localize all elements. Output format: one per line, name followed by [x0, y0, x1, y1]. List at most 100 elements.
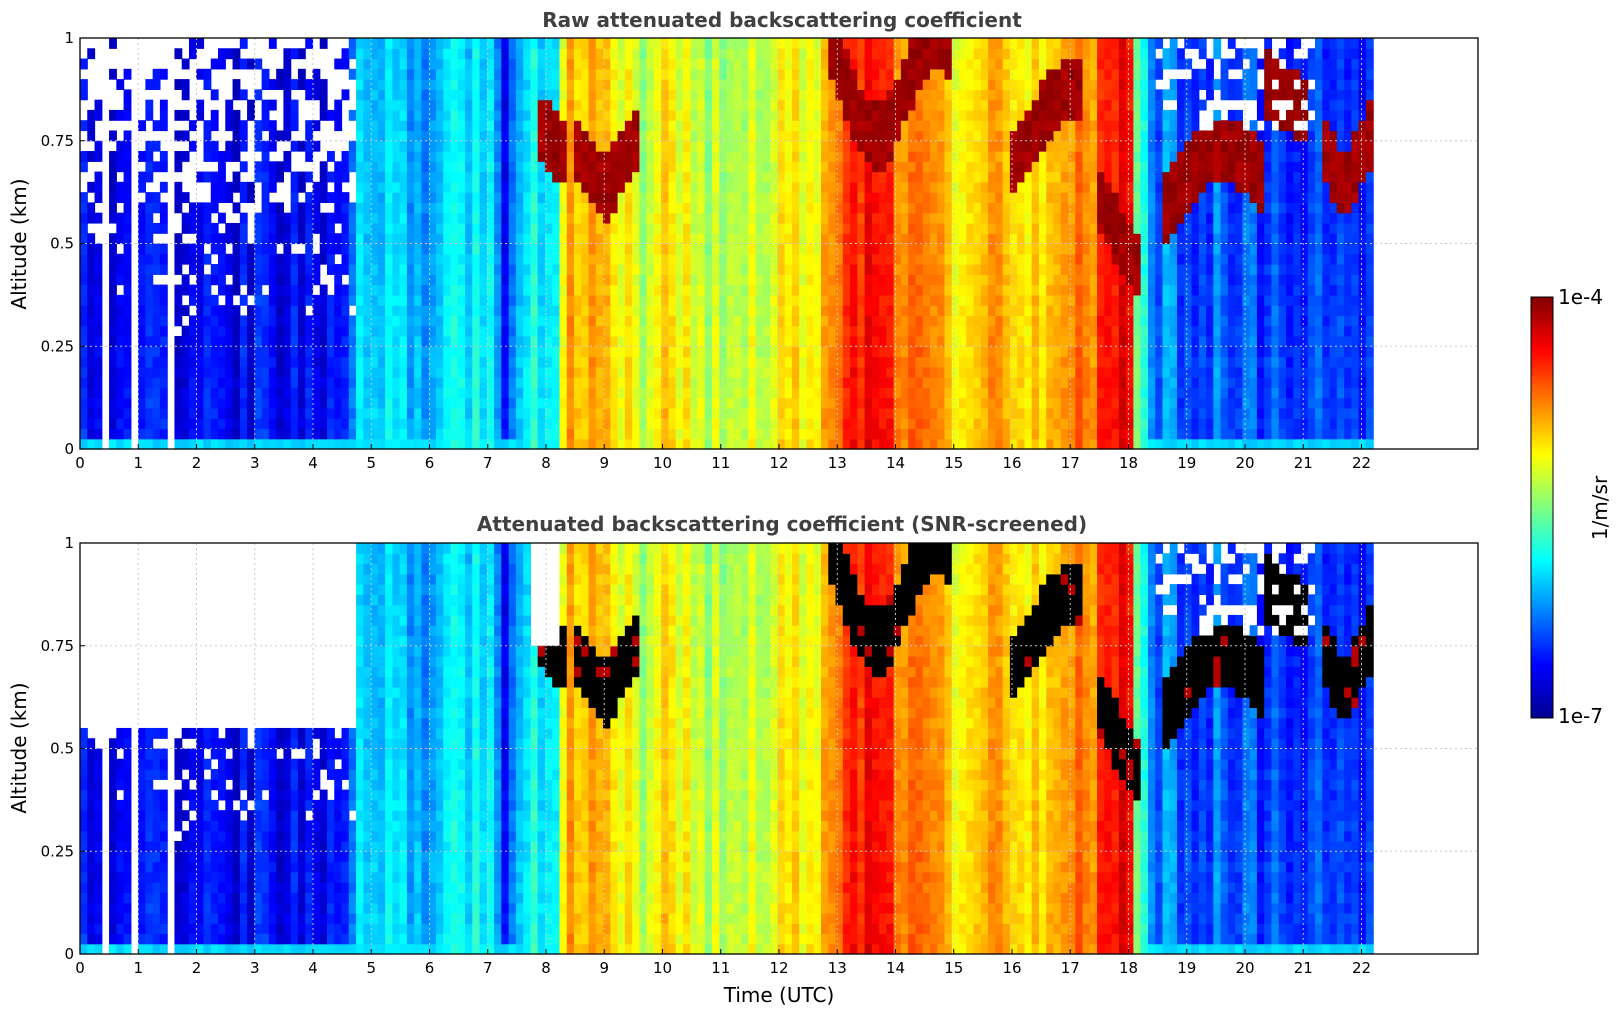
heatmap-cell [777, 130, 786, 142]
heatmap-cell [733, 428, 742, 440]
heatmap-cell [893, 140, 902, 152]
heatmap-cell [675, 233, 684, 245]
heatmap-cell [937, 222, 946, 234]
heatmap-cell [697, 99, 706, 111]
heatmap-cell [80, 335, 88, 347]
heatmap-cell [828, 233, 837, 245]
heatmap-cell [726, 161, 735, 173]
heatmap-cell [777, 243, 786, 255]
heatmap-cell [501, 38, 510, 49]
heatmap-cell [806, 264, 815, 275]
heatmap-cell [864, 89, 873, 101]
heatmap-cell [893, 151, 902, 162]
heatmap-cell [544, 366, 553, 378]
heatmap-cell [595, 181, 604, 193]
heatmap-cell [290, 171, 299, 183]
heatmap-cell [421, 222, 430, 234]
heatmap-cell [712, 335, 720, 347]
heatmap-cell [196, 294, 205, 306]
heatmap-cell [697, 438, 706, 450]
heatmap-cell [530, 274, 539, 286]
heatmap-cell [639, 346, 648, 358]
heatmap-cell [450, 305, 459, 317]
heatmap-cell [341, 253, 350, 265]
heatmap-cell [668, 438, 677, 450]
heatmap-cell [682, 130, 691, 142]
heatmap-cell [109, 151, 117, 162]
heatmap-cell [922, 109, 931, 121]
heatmap-cell [406, 305, 415, 317]
heatmap-cell [465, 89, 473, 101]
heatmap-cell [457, 335, 466, 347]
heatmap-cell [1009, 407, 1018, 419]
heatmap-cell [813, 418, 822, 430]
heatmap-cell [552, 120, 561, 132]
heatmap-cell [1009, 243, 1018, 255]
heatmap-cell [363, 418, 372, 430]
heatmap-cell [523, 294, 532, 306]
heatmap-cell [268, 294, 277, 306]
heatmap-cell [363, 151, 372, 162]
heatmap-cell [515, 428, 524, 440]
heatmap-cell [799, 284, 808, 296]
heatmap-cell [690, 48, 699, 60]
heatmap-cell [414, 68, 423, 80]
heatmap-cell [1031, 79, 1040, 90]
heatmap-cell [80, 315, 88, 327]
heatmap-cell [348, 438, 357, 450]
heatmap-cell [290, 305, 299, 317]
heatmap-cell [566, 212, 575, 224]
heatmap-cell [682, 161, 691, 173]
heatmap-cell [385, 294, 393, 306]
heatmap-cell [574, 294, 582, 306]
heatmap-cell [1031, 202, 1040, 214]
heatmap-cell [276, 438, 285, 450]
heatmap-cell [494, 418, 502, 430]
heatmap-cell [595, 377, 604, 388]
heatmap-cell [341, 356, 350, 368]
heatmap-cell [247, 418, 255, 430]
heatmap-cell [377, 212, 386, 224]
heatmap-cell [239, 130, 248, 142]
heatmap-cell [864, 407, 873, 419]
heatmap-cell [610, 48, 619, 60]
heatmap-cell [850, 109, 858, 121]
heatmap-cell [581, 356, 590, 368]
heatmap-cell [450, 356, 459, 368]
heatmap-cell [283, 335, 292, 347]
heatmap-cell [334, 181, 343, 193]
heatmap-cell [319, 387, 328, 399]
heatmap-cell [239, 212, 248, 224]
heatmap-cell [1017, 284, 1026, 296]
heatmap-cell [414, 181, 423, 193]
heatmap-cell [915, 335, 924, 347]
heatmap-cell [813, 315, 822, 327]
heatmap-cell [486, 274, 495, 286]
heatmap-cell [755, 346, 764, 358]
heatmap-cell [457, 418, 466, 430]
heatmap-cell [850, 130, 858, 142]
heatmap-cell [973, 233, 982, 245]
heatmap-cell [893, 418, 902, 430]
heatmap-cell [617, 264, 626, 275]
heatmap-cell [748, 438, 757, 450]
heatmap-cell [312, 192, 321, 204]
heatmap-cell [435, 99, 444, 111]
heatmap-cell [435, 161, 444, 173]
heatmap-cell [94, 294, 103, 306]
heatmap-cell [980, 264, 989, 275]
heatmap-cell [283, 294, 292, 306]
heatmap-cell [733, 130, 742, 142]
heatmap-cell [537, 325, 546, 337]
heatmap-cell [864, 284, 873, 296]
heatmap-cell [399, 212, 408, 224]
heatmap-cell [719, 140, 728, 152]
heatmap-cell [1017, 171, 1026, 183]
heatmap-cell [675, 140, 684, 152]
heatmap-cell [370, 181, 379, 193]
heatmap-cell [719, 418, 728, 430]
heatmap-cell [1031, 356, 1040, 368]
heatmap-cell [741, 387, 749, 399]
heatmap-cell [334, 377, 343, 388]
heatmap-cell [966, 48, 975, 60]
